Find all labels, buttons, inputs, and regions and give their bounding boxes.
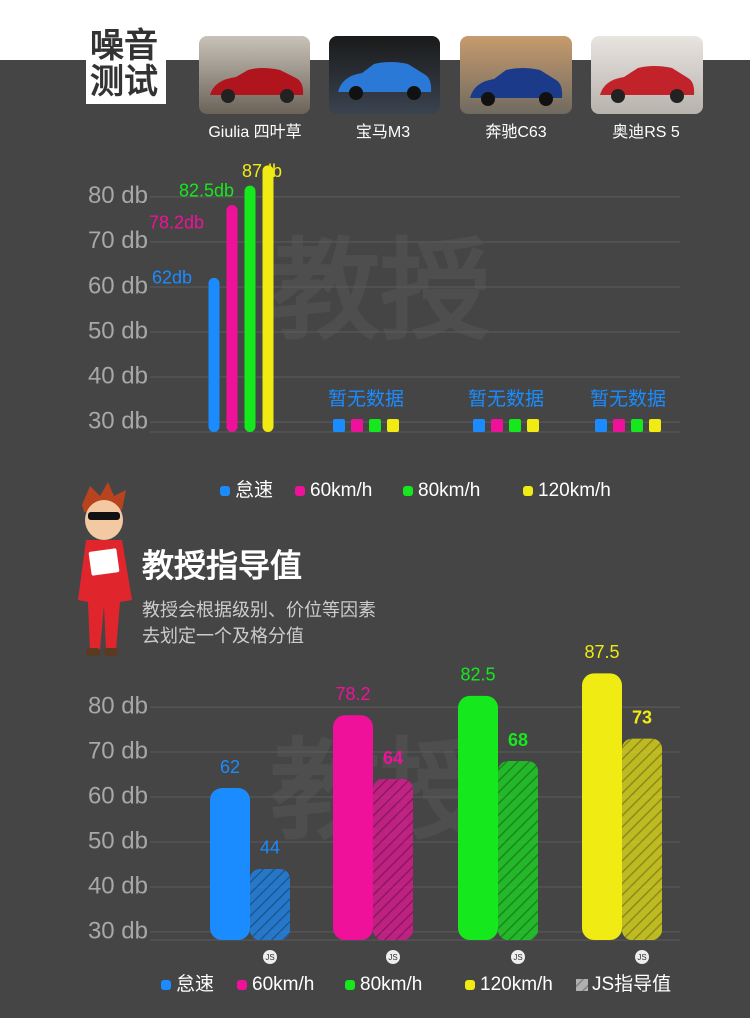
no-data-swatch (613, 419, 625, 432)
x-category-label: 奔驰C63 (485, 123, 546, 141)
y-tick-label: 30 db (88, 407, 148, 434)
badge-icon (635, 950, 649, 964)
x-category-label: 宝马M3 (356, 123, 410, 141)
data-label: 87db (242, 161, 282, 181)
bar (333, 715, 373, 940)
guide-bar (373, 779, 413, 940)
x-category-label: 奥迪RS 5 (612, 123, 680, 141)
bar (262, 165, 274, 433)
guide-bar (250, 868, 290, 940)
legend-label: 80km/h (418, 480, 480, 501)
legend-label: 120km/h (480, 974, 553, 995)
guide-bar (498, 761, 538, 940)
professor-text: 教授会根据级别、价位等因素 (142, 600, 376, 620)
no-data-swatch (595, 419, 607, 432)
page-title: 噪音测试 (86, 26, 166, 104)
guide-label: 44 (260, 838, 280, 858)
no-data-swatch (509, 419, 521, 432)
data-label: 62db (152, 268, 192, 288)
bar (210, 788, 250, 940)
data-label: 87.5 (584, 642, 619, 662)
legend-swatch (465, 980, 475, 990)
bar (226, 204, 238, 432)
y-tick-label: 80 db (88, 182, 148, 209)
car-body (210, 68, 304, 95)
y-tick-label: 60 db (88, 272, 148, 299)
car-body (470, 68, 563, 98)
bar (244, 185, 256, 432)
bar (208, 277, 220, 432)
y-tick-label: 50 db (88, 317, 148, 344)
data-label: 78.2 (335, 684, 370, 704)
legend-label: 怠速 (176, 973, 214, 995)
no-data-swatch (369, 419, 381, 432)
y-tick-label: 50 db (88, 827, 148, 854)
car-body (600, 66, 695, 95)
legend-swatch (237, 980, 247, 990)
legend-label: 60km/h (310, 480, 372, 501)
bar (458, 695, 498, 940)
guide-bar (622, 738, 662, 940)
legend-swatch (161, 980, 171, 990)
legend-label: JS指导值 (592, 973, 671, 995)
y-tick-label: 70 db (88, 737, 148, 764)
legend-label: 60km/h (252, 974, 314, 995)
x-category-label: Giulia 四叶草 (208, 123, 301, 141)
legend-swatch (345, 980, 355, 990)
y-tick-label: 30 db (88, 917, 148, 944)
no-data-swatch (491, 419, 503, 432)
legend-label: 120km/h (538, 480, 611, 501)
no-data-swatch (631, 419, 643, 432)
data-label: 78.2db (149, 213, 204, 233)
legend-swatch (403, 486, 413, 496)
no-data-label: 暂无数据 (328, 388, 404, 410)
y-tick-label: 70 db (88, 227, 148, 254)
legend-swatch (576, 979, 588, 991)
y-tick-label: 80 db (88, 692, 148, 719)
no-data-swatch (387, 419, 399, 432)
legend-label: 80km/h (360, 974, 422, 995)
badge-icon (511, 950, 525, 964)
legend-swatch (295, 486, 305, 496)
no-data-swatch (351, 419, 363, 432)
professor-figure (78, 482, 132, 656)
y-tick-label: 40 db (88, 872, 148, 899)
y-tick-label: 60 db (88, 782, 148, 809)
no-data-swatch (527, 419, 539, 432)
no-data-label: 暂无数据 (590, 388, 666, 410)
no-data-swatch (473, 419, 485, 432)
watermark: 教授 (270, 230, 490, 353)
legend-swatch (523, 486, 533, 496)
legend-swatch (220, 486, 230, 496)
professor-text: 去划定一个及格分值 (142, 626, 304, 646)
car-images (199, 36, 703, 114)
legend-label: 怠速 (235, 479, 273, 501)
guide-label: 68 (508, 730, 528, 750)
data-label: 62 (220, 757, 240, 777)
no-data-label: 暂无数据 (468, 388, 544, 410)
y-tick-label: 40 db (88, 362, 148, 389)
data-label: 82.5db (179, 180, 234, 200)
no-data-swatch (333, 419, 345, 432)
professor-heading: 教授指导值 (142, 547, 302, 583)
guide-label: 64 (383, 748, 403, 768)
bar (582, 673, 622, 940)
badge-label: JS (513, 953, 522, 962)
badge-label: JS (265, 953, 274, 962)
data-label: 82.5 (460, 665, 495, 685)
no-data-swatch (649, 419, 661, 432)
badge-icon (386, 950, 400, 964)
badge-icon (263, 950, 277, 964)
badge-label: JS (637, 953, 646, 962)
badge-label: JS (388, 953, 397, 962)
guide-label: 73 (632, 707, 652, 727)
car-body (338, 62, 432, 92)
